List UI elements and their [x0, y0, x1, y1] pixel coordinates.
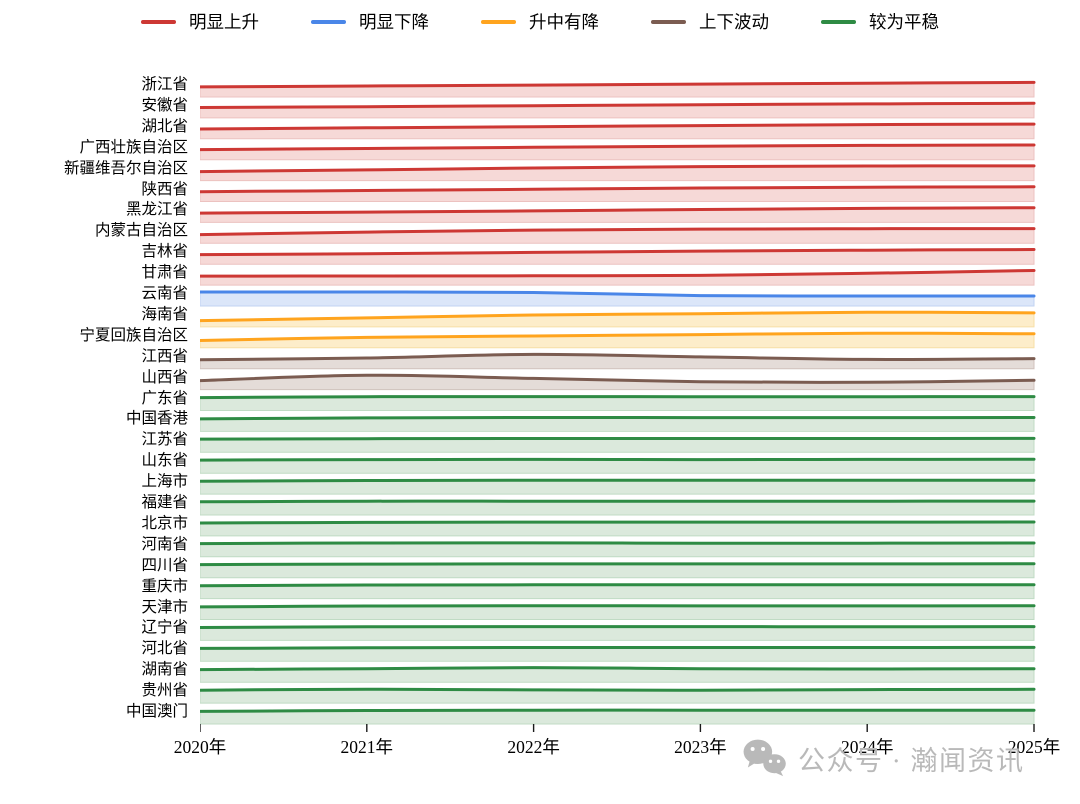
- y-label: 广东省: [141, 389, 188, 407]
- y-label: 山东省: [141, 452, 188, 470]
- legend-label: 较为平稳: [869, 12, 939, 32]
- legend-label: 明显下降: [359, 12, 429, 32]
- y-label: 北京市: [141, 514, 188, 532]
- trend-row-20: [200, 499, 1036, 516]
- y-label: 湖南省: [141, 661, 188, 679]
- trend-row-2: [200, 122, 1036, 140]
- x-tick-label: 2025年: [1007, 737, 1061, 757]
- trend-row-30: [200, 708, 1036, 725]
- y-label: 福建省: [141, 494, 188, 511]
- y-label: 宁夏回族自治区: [79, 326, 188, 344]
- y-label: 云南省: [141, 285, 188, 302]
- trend-row-27: [200, 645, 1036, 662]
- legend-label: 明显上升: [189, 12, 259, 32]
- trend-row-12: [200, 331, 1036, 349]
- trend-row-26: [200, 625, 1036, 641]
- y-label: 辽宁省: [141, 619, 188, 637]
- y-label: 上海市: [141, 473, 188, 491]
- trend-row-19: [200, 478, 1036, 495]
- legend: 明显上升 明显下降 升中有降 上下波动 较为平稳: [0, 10, 1080, 34]
- trend-row-17: [200, 436, 1036, 453]
- legend-item-1: 明显下降: [311, 10, 429, 34]
- trend-row-0: [200, 80, 1036, 98]
- y-label: 江西省: [141, 347, 188, 365]
- y-label: 内蒙古自治区: [94, 222, 188, 240]
- trend-row-11: [200, 310, 1036, 328]
- y-label: 广西壮族自治区: [79, 138, 188, 156]
- y-label: 甘肃省: [141, 264, 188, 282]
- trend-row-21: [200, 520, 1036, 537]
- y-label: 陕西省: [141, 180, 188, 198]
- y-label: 中国香港: [125, 410, 188, 428]
- y-label: 四川省: [141, 556, 188, 574]
- y-label: 浙江省: [141, 76, 188, 93]
- y-label: 河北省: [141, 640, 188, 658]
- legend-line-swatch: [821, 19, 856, 25]
- trend-row-25: [200, 604, 1036, 620]
- x-tick-label: 2023年: [674, 737, 727, 757]
- x-tick-label: 2024年: [840, 737, 894, 757]
- trend-row-24: [200, 583, 1036, 600]
- y-label: 湖北省: [141, 117, 188, 135]
- y-label: 黑龙江省: [125, 201, 188, 219]
- y-label: 重庆市: [141, 577, 188, 595]
- legend-item-2: 升中有降: [481, 10, 599, 34]
- legend-label: 上下波动: [699, 12, 769, 32]
- watermark-text: 公众号 · 瀚闻资讯: [798, 745, 1025, 776]
- trend-row-16: [200, 415, 1036, 432]
- trend-row-10: [200, 290, 1036, 307]
- y-label: 中国澳门: [125, 703, 188, 720]
- trend-row-7: [200, 227, 1036, 244]
- trend-row-13: [200, 352, 1036, 370]
- trend-row-4: [200, 164, 1036, 182]
- wechat-icon: [743, 739, 786, 777]
- y-label: 吉林省: [141, 243, 188, 261]
- y-label: 安徽省: [141, 96, 188, 114]
- legend-label: 升中有降: [529, 12, 599, 32]
- trend-row-1: [200, 101, 1036, 119]
- y-label: 新疆维吾尔自治区: [63, 159, 188, 177]
- x-tick-label: 2021年: [340, 737, 394, 757]
- trend-row-22: [200, 541, 1036, 558]
- x-tick-label: 2022年: [507, 737, 560, 757]
- legend-item-3: 上下波动: [651, 10, 769, 34]
- legend-line-swatch: [651, 19, 686, 25]
- y-label: 江苏省: [141, 431, 188, 449]
- trend-row-23: [200, 562, 1036, 579]
- y-label: 山西省: [141, 368, 188, 386]
- legend-line-swatch: [481, 19, 516, 25]
- x-tick-label: 2020年: [173, 737, 227, 757]
- trend-row-28: [200, 666, 1036, 683]
- trend-row-29: [200, 687, 1036, 704]
- y-label: 河南省: [141, 535, 188, 553]
- y-axis-labels: 浙江省安徽省湖北省广西壮族自治区新疆维吾尔自治区陕西省黑龙江省内蒙古自治区吉林省…: [0, 0, 194, 760]
- trend-row-9: [200, 269, 1036, 286]
- y-label: 海南省: [141, 305, 188, 323]
- legend-line-swatch: [141, 19, 176, 25]
- legend-item-4: 较为平稳: [821, 10, 939, 34]
- y-label: 天津市: [141, 598, 188, 616]
- trend-row-14: [200, 373, 1036, 391]
- plot-area: [200, 80, 1036, 732]
- trend-row-6: [200, 206, 1036, 223]
- y-label: 贵州省: [141, 682, 188, 700]
- trend-row-3: [200, 143, 1036, 161]
- trend-row-18: [200, 457, 1036, 474]
- legend-item-0: 明显上升: [141, 10, 259, 34]
- legend-line-swatch: [311, 19, 346, 25]
- trend-row-15: [200, 395, 1036, 411]
- watermark: 公众号 · 瀚闻资讯: [742, 738, 1025, 778]
- trend-row-5: [200, 185, 1036, 202]
- trend-row-8: [200, 248, 1036, 265]
